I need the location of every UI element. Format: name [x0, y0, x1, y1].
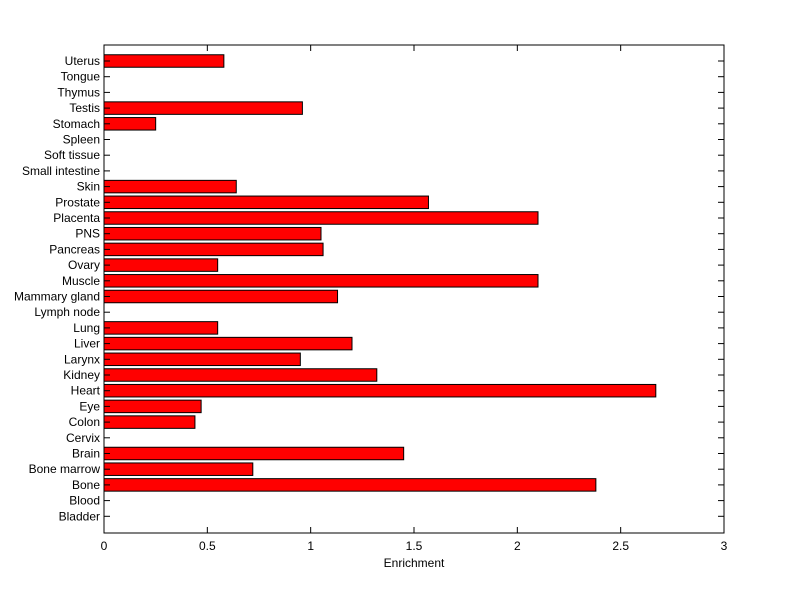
x-tick-label: 0.5 [199, 539, 216, 553]
y-tick-label: Placenta [53, 211, 100, 225]
bar-mammary-gland [103, 289, 339, 304]
y-tick-label: Liver [74, 337, 100, 351]
bar-pancreas [103, 242, 324, 257]
bar-stomach [103, 117, 157, 131]
y-tick-label: Bladder [59, 509, 100, 523]
bar-ovary [103, 258, 219, 272]
y-tick-label: Small intestine [22, 164, 100, 178]
y-tick-label: Lung [73, 321, 100, 335]
y-tick-label: Testis [69, 101, 100, 115]
bar-colon [103, 415, 196, 429]
y-tick-label: Kidney [63, 368, 100, 382]
bar-muscle [103, 274, 539, 288]
x-tick-label: 0 [101, 539, 108, 553]
x-tick-label: 1.5 [406, 539, 423, 553]
y-tick-label: Uterus [65, 54, 100, 68]
y-tick-label: Thymus [57, 85, 100, 99]
bar-bone-marrow [103, 462, 254, 476]
y-tick-label: PNS [75, 227, 100, 241]
y-tick-label: Pancreas [49, 242, 100, 256]
y-tick-label: Spleen [63, 133, 100, 147]
x-tick-label: 1 [307, 539, 314, 553]
y-tick-label: Blood [69, 494, 100, 508]
bar-prostate [103, 195, 429, 210]
y-tick-label: Stomach [53, 117, 100, 131]
bar-uterus [103, 54, 225, 68]
bar-skin [103, 179, 237, 194]
y-tick-label: Bone marrow [29, 462, 101, 476]
y-tick-label: Skin [77, 180, 100, 194]
bar-placenta [103, 211, 539, 225]
x-axis-title: Enrichment [384, 556, 445, 570]
y-tick-label: Colon [69, 415, 100, 429]
x-tick-label: 3 [721, 539, 728, 553]
x-tick-label: 2 [514, 539, 521, 553]
y-tick-label: Bone [72, 478, 100, 492]
bar-eye [103, 399, 202, 414]
bar-liver [103, 336, 353, 351]
y-tick-label: Cervix [66, 431, 100, 445]
y-tick-label: Heart [71, 384, 101, 398]
bar-brain [103, 446, 405, 461]
y-tick-label: Brain [72, 447, 100, 461]
y-tick-label: Lymph node [34, 305, 100, 319]
bar-kidney [103, 368, 378, 382]
bar-testis [103, 101, 303, 115]
y-tick-label: Muscle [62, 274, 100, 288]
y-tick-label: Larynx [64, 352, 100, 366]
y-tick-label: Eye [79, 399, 100, 413]
x-tick-label: 2.5 [612, 539, 629, 553]
bar-pns [103, 226, 322, 241]
y-tick-label: Prostate [55, 195, 100, 209]
bar-larynx [103, 352, 301, 367]
y-tick-label: Soft tissue [44, 148, 100, 162]
y-tick-label: Tongue [61, 70, 101, 84]
y-tick-label: Mammary gland [14, 290, 100, 304]
axes-frame [103, 44, 725, 534]
bar-heart [103, 383, 657, 398]
y-tick-label: Ovary [68, 258, 100, 272]
bar-bone [103, 478, 597, 492]
bar-lung [103, 321, 219, 335]
